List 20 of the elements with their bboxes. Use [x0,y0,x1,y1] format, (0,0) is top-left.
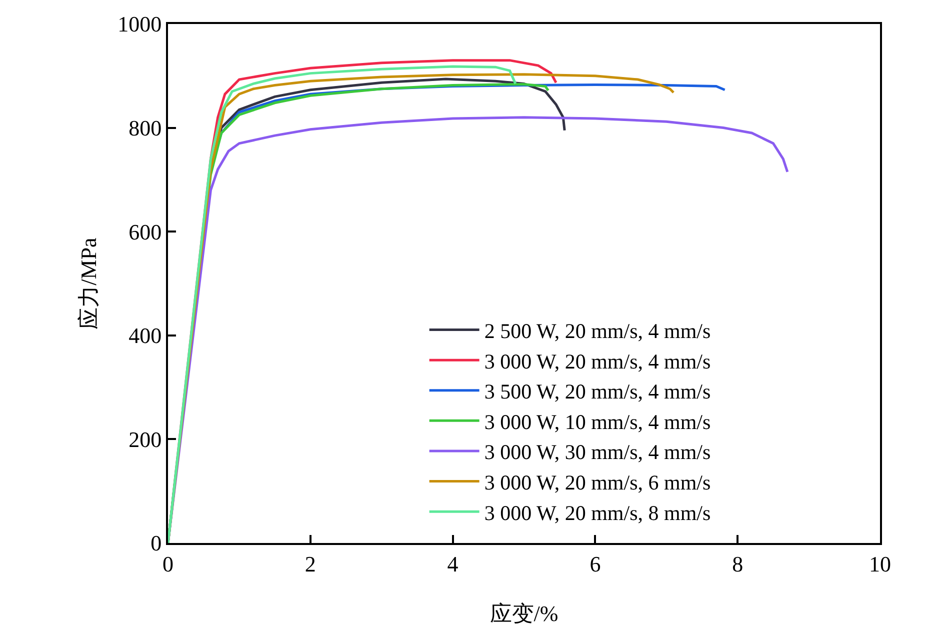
x-tick-label: 8 [732,551,744,576]
legend-label: 3 000 W, 10 mm/s, 4 mm/s [484,410,711,434]
y-tick-label: 600 [128,219,162,244]
x-tick-label: 6 [590,551,601,576]
x-tick-label: 2 [304,551,316,576]
legend-label: 3 000 W, 20 mm/s, 6 mm/s [484,470,711,494]
legend-label: 3 000 W, 20 mm/s, 4 mm/s [484,349,711,374]
legend-label: 3 000 W, 20 mm/s, 8 mm/s [484,500,711,525]
x-axis-title: 应变/% [490,600,558,626]
legend-label: 3 500 W, 20 mm/s, 4 mm/s [484,380,711,404]
y-tick-label: 400 [128,323,162,348]
x-tick-label: 10 [869,551,891,576]
y-tick-label: 0 [150,530,162,556]
y-tick-label: 800 [128,116,162,140]
x-tick-label: 4 [447,551,458,576]
y-tick-label: 1000 [118,12,162,37]
legend-label: 2 500 W, 20 mm/s, 4 mm/s [484,318,711,343]
y-tick-label: 200 [128,426,162,452]
y-axis-title: 应力/MPa [76,237,101,330]
legend-label: 3 000 W, 30 mm/s, 4 mm/s [484,440,711,464]
